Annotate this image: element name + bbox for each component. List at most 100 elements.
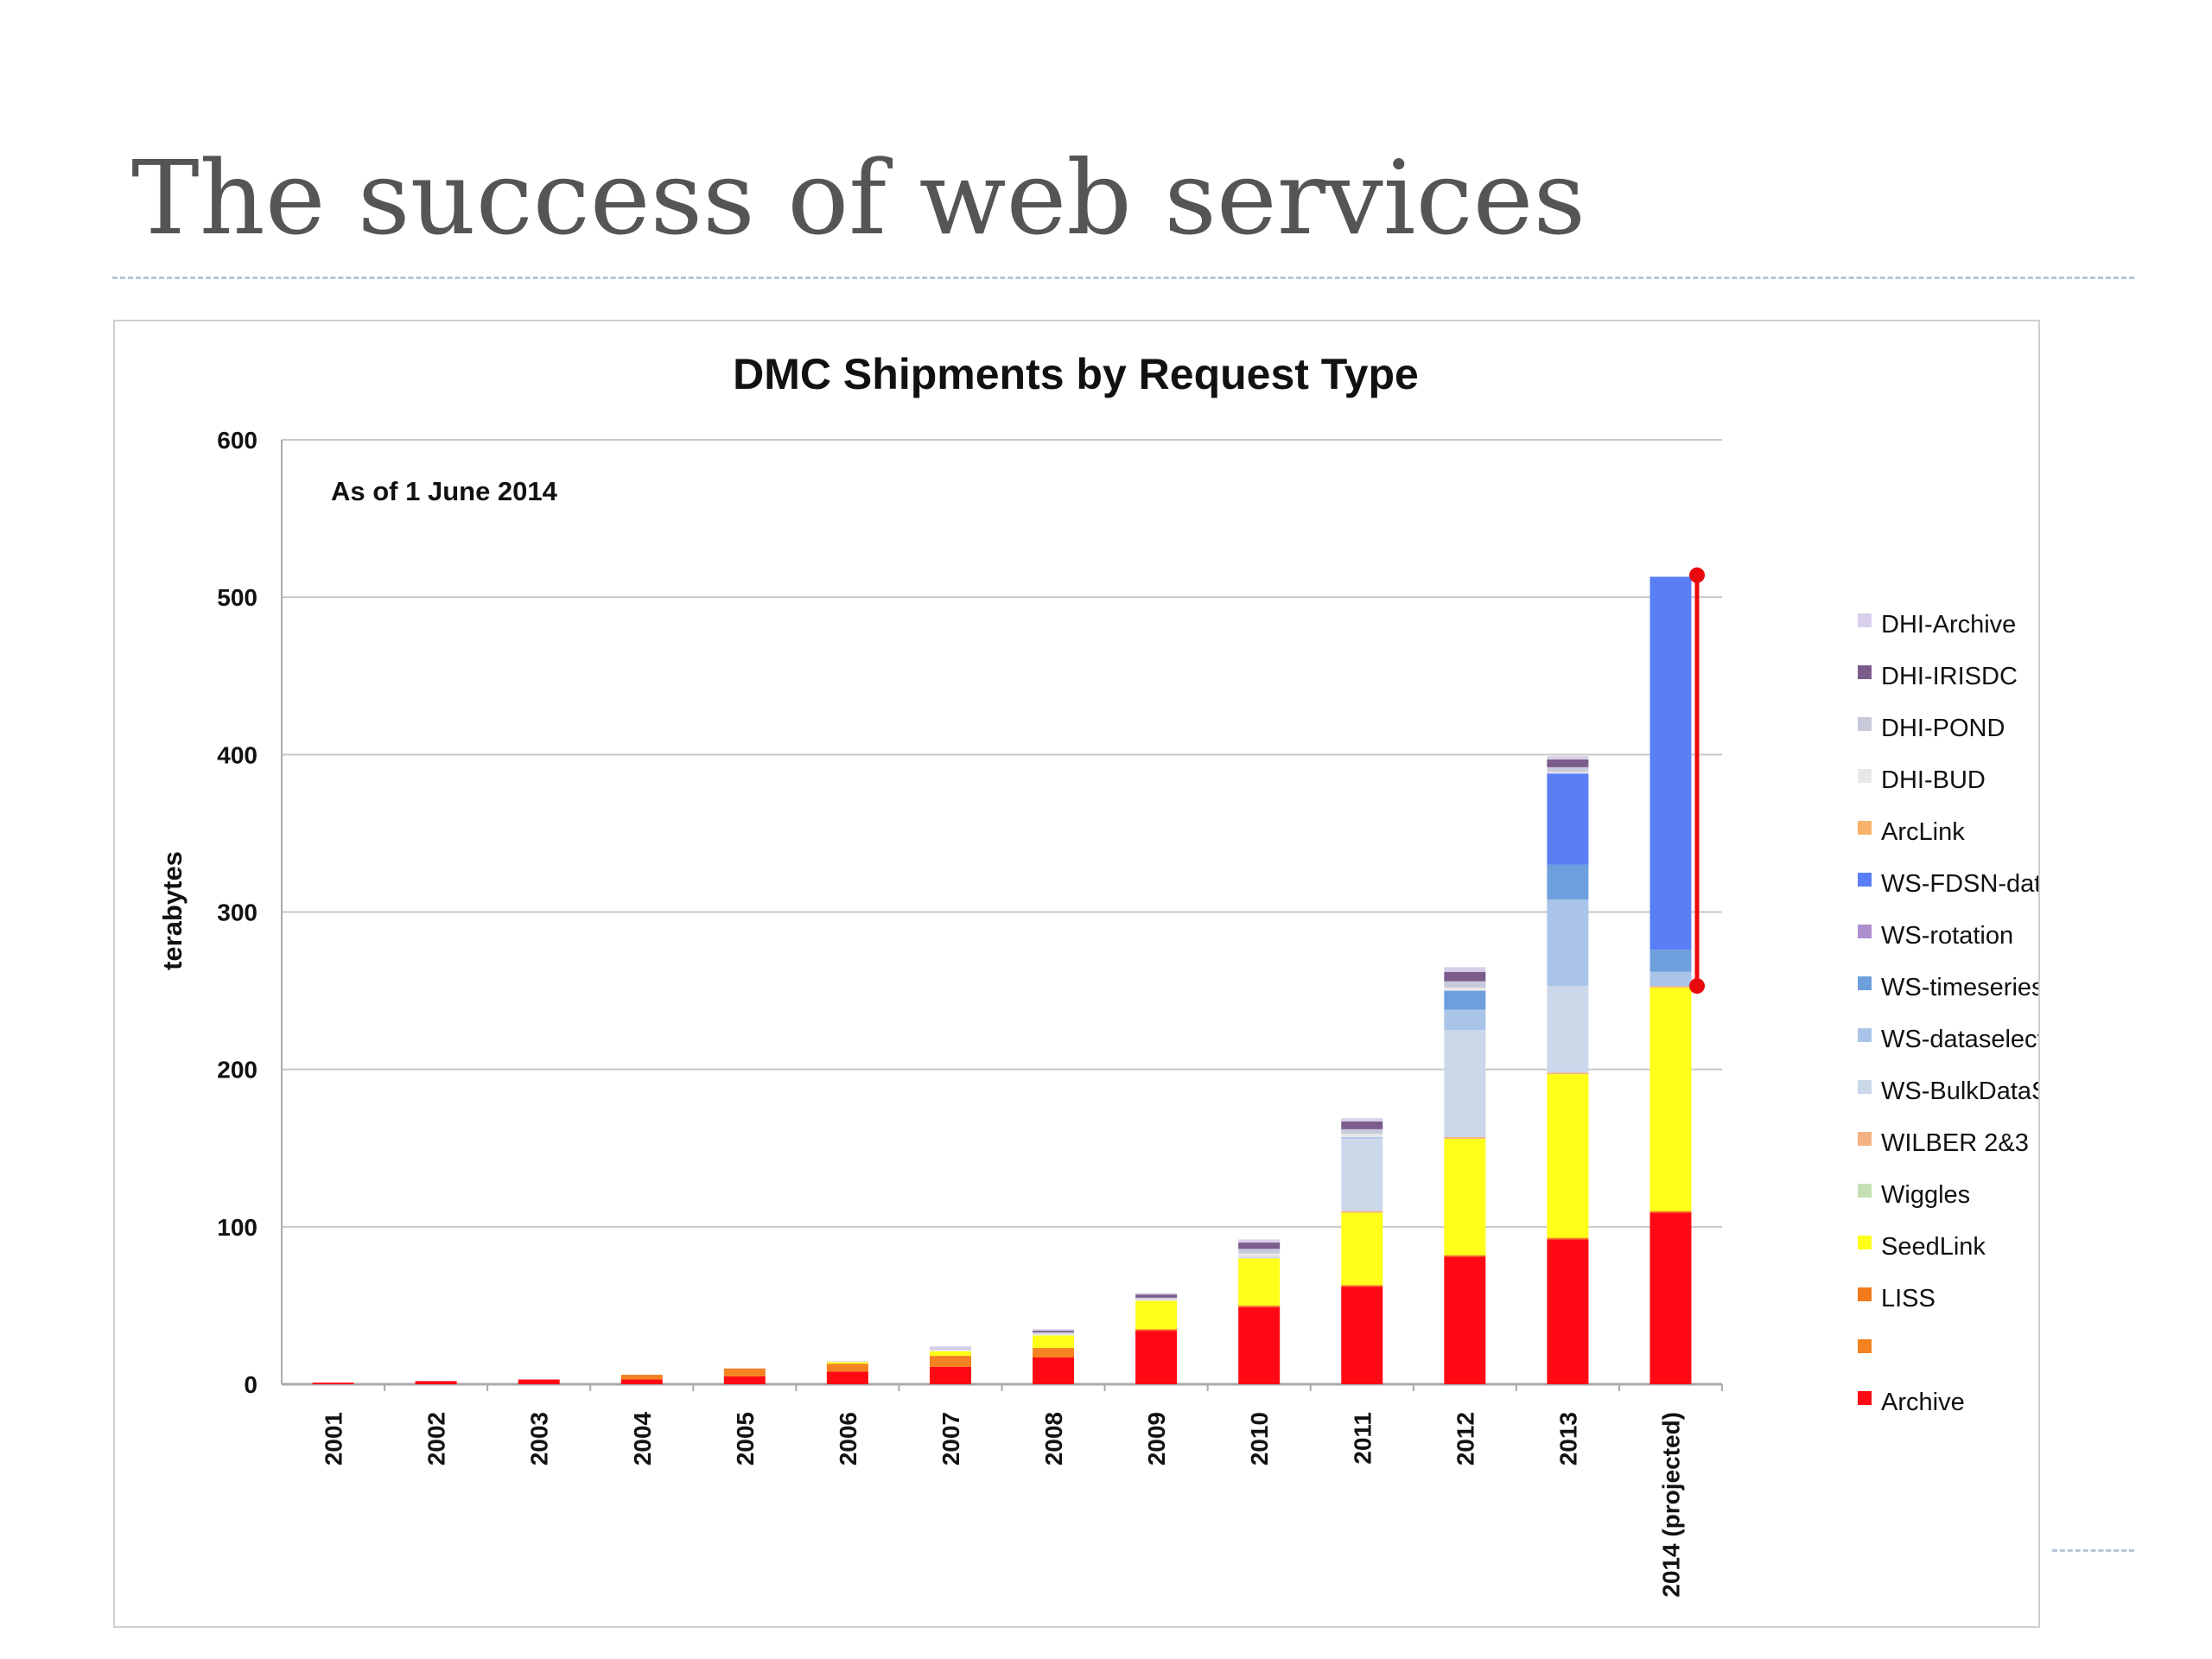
legend-swatch <box>1858 769 1872 783</box>
bar-segment <box>1135 1329 1178 1332</box>
x-tick-label: 2004 <box>629 1412 656 1466</box>
chart-title: DMC Shipments by Request Type <box>733 350 1419 398</box>
legend-swatch <box>1858 821 1872 835</box>
bar-segment <box>1238 1253 1281 1257</box>
legend-swatch <box>1858 873 1872 887</box>
legend-label: ArcLink <box>1881 818 1965 846</box>
bars <box>312 576 1692 1384</box>
bar-segment <box>1033 1348 1075 1350</box>
bar-segment <box>826 1362 868 1364</box>
legend-swatch <box>1858 665 1872 679</box>
bar-segment <box>1341 1285 1383 1287</box>
legend-swatch <box>1858 1080 1872 1094</box>
bar-segment <box>1547 864 1589 899</box>
x-tick-label: 2005 <box>732 1412 759 1465</box>
bar-segment <box>929 1346 971 1349</box>
bar-segment <box>1444 1009 1486 1031</box>
chart-annotation: As of 1 June 2014 <box>331 476 558 506</box>
bar-segment <box>1444 971 1486 982</box>
bar-segment <box>723 1370 766 1376</box>
bar-segment <box>415 1381 457 1384</box>
bar-segment <box>1341 1287 1383 1384</box>
bar-segment <box>1238 1258 1281 1306</box>
bar-segment <box>1547 766 1589 772</box>
bar-segment <box>1444 990 1486 1010</box>
bar-segment <box>1649 1211 1692 1213</box>
bar-segment <box>1135 1294 1178 1298</box>
legend-label: Archive <box>1881 1389 1965 1416</box>
highlight-range-marker <box>1689 567 1705 995</box>
bar-segment <box>1341 1118 1383 1122</box>
legend-swatch <box>1858 925 1872 938</box>
bar-segment <box>1444 1256 1486 1384</box>
legend-label: DHI-BUD <box>1881 766 1986 794</box>
legend-label: WS-BulkDataSelect <box>1881 1077 2038 1105</box>
bar-segment <box>1238 1305 1281 1307</box>
legend-label: WS-FDSN-dataselect <box>1881 870 2038 898</box>
y-tick-label: 0 <box>244 1371 257 1398</box>
legend-swatch <box>1858 613 1872 627</box>
x-tick-label: 2012 <box>1452 1412 1478 1465</box>
bar-segment <box>1238 1249 1281 1254</box>
bar-segment <box>929 1348 971 1350</box>
bar-segment <box>1444 1138 1486 1255</box>
legend-label: LISS <box>1881 1285 1936 1313</box>
legend-swatch <box>1858 1339 1872 1353</box>
legend-label: WS-dataselect <box>1881 1026 2038 1053</box>
bar-segment <box>929 1349 971 1351</box>
bar-segment <box>1135 1297 1178 1300</box>
y-tick-label: 500 <box>217 584 257 611</box>
y-tick-label: 100 <box>217 1214 257 1241</box>
bar-segment <box>1444 1255 1486 1257</box>
legend-label: DHI-POND <box>1881 715 2005 742</box>
bar-segment <box>723 1376 766 1384</box>
bar-segment <box>1341 1212 1383 1286</box>
bar-segment <box>1444 967 1486 972</box>
x-tick-label: 2009 <box>1143 1412 1170 1465</box>
bar-segment <box>518 1379 560 1384</box>
bar-segment <box>1547 1239 1589 1384</box>
bar-segment <box>1238 1306 1281 1384</box>
highlight-endpoint <box>1689 567 1705 583</box>
legend-swatch <box>1858 1028 1872 1042</box>
bar-segment <box>1547 1072 1589 1075</box>
slide-title: The success of web services <box>131 138 1586 257</box>
legend-label: Wiggles <box>1881 1181 1970 1209</box>
bar-segment <box>826 1360 868 1363</box>
bar-segment <box>1649 987 1692 1211</box>
bar-segment <box>1341 1136 1383 1139</box>
legend-swatch <box>1858 717 1872 731</box>
bar-segment <box>1033 1331 1075 1332</box>
x-tick-label: 2013 <box>1554 1412 1581 1465</box>
bar-segment <box>1238 1256 1281 1259</box>
bar-segment <box>1135 1300 1178 1330</box>
x-tick-label: 2011 <box>1349 1412 1376 1465</box>
bar-segment <box>723 1368 766 1370</box>
bar-segment <box>1341 1128 1383 1135</box>
bar-segment <box>1547 986 1589 1073</box>
stacked-bar-chart: DMC Shipments by Request Type As of 1 Ju… <box>157 350 2038 1598</box>
x-tick-label: 2010 <box>1246 1412 1273 1465</box>
bar-segment <box>1033 1329 1075 1332</box>
bar-segment <box>929 1351 971 1357</box>
y-axis-label: terabytes <box>157 851 188 970</box>
legend-label: WS-rotation <box>1881 922 2013 950</box>
bar-segment <box>1649 950 1692 972</box>
bar-segment <box>1547 899 1589 987</box>
bar-segment <box>929 1366 971 1384</box>
legend-swatch <box>1858 1132 1872 1146</box>
highlight-endpoint <box>1689 978 1705 995</box>
x-tick-label: 2008 <box>1040 1412 1067 1465</box>
bar-segment <box>620 1379 663 1384</box>
bar-segment <box>1444 1030 1486 1137</box>
legend-label: WILBER 2&3 <box>1881 1129 2029 1157</box>
chart-frame: DMC Shipments by Request Type As of 1 Ju… <box>113 320 2040 1628</box>
bar-segment <box>1135 1299 1178 1301</box>
x-tick-label: 2003 <box>526 1412 553 1465</box>
bar-segment <box>1238 1243 1281 1249</box>
bar-segment <box>1649 986 1692 988</box>
bar-segment <box>1649 971 1692 987</box>
bar-segment <box>1341 1138 1383 1211</box>
x-tick-labels: 2001 2002 2003 2004 2005 2006 2007 2008 2009 2010… <box>321 1412 1685 1598</box>
x-tick-label: 2007 <box>938 1412 964 1465</box>
